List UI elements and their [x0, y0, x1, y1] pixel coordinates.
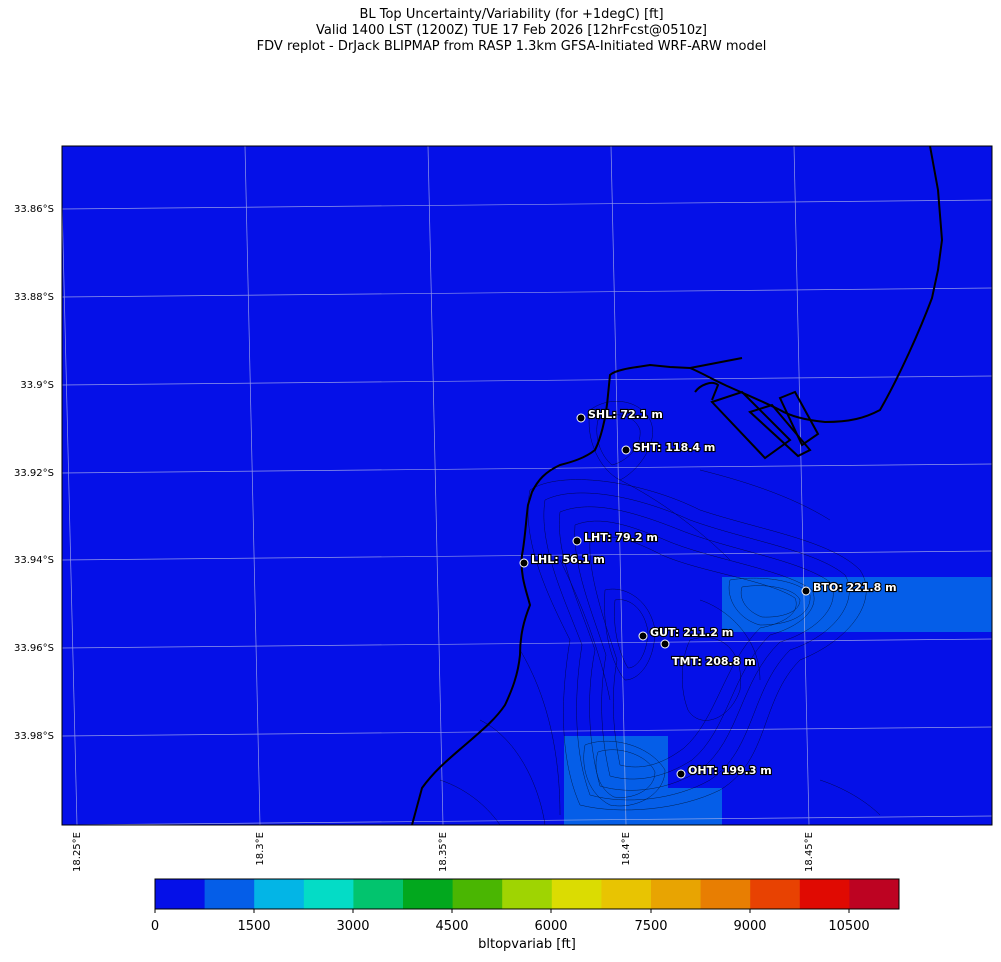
terrain-contours [439, 401, 881, 825]
colorbar-tick-label: 4500 [435, 919, 468, 934]
title-line-3: FDV replot - DrJack BLIPMAP from RASP 1.… [256, 39, 767, 54]
colorbar-tick-label: 7500 [634, 919, 667, 934]
coastline [411, 146, 944, 825]
colorbar-tick-label: 10500 [828, 919, 869, 934]
station-label-oht: OHT: 199.3 m [688, 764, 772, 777]
lon-label: 18.4°E [621, 832, 632, 866]
colorbar-tick-label: 6000 [534, 919, 567, 934]
colorbar-tick-label: 3000 [336, 919, 369, 934]
colorbar-swatch [799, 879, 850, 909]
colorbar-swatch [502, 879, 553, 909]
colorbar-swatch [601, 879, 652, 909]
colorbar-swatch [204, 879, 255, 909]
uncertainty-patch-oht [564, 736, 722, 825]
station-markers: SHL: 72.1 m SHT: 118.4 m LHT: 79.2 m LHL… [519, 407, 898, 779]
map-background [62, 146, 992, 825]
colorbar-tick-label: 9000 [733, 919, 766, 934]
lat-label: 33.86°S [14, 204, 54, 215]
lat-label: 33.9°S [20, 380, 54, 391]
lon-label: 18.3°E [255, 832, 266, 866]
station-label-sht: SHT: 118.4 m [633, 441, 715, 454]
title-line-1: BL Top Uncertainty/Variability (for +1de… [359, 7, 664, 22]
colorbar-swatch [700, 879, 751, 909]
colorbar-swatch [403, 879, 454, 909]
colorbar-tick-label: 0 [151, 919, 159, 934]
longitude-labels: 18.25°E 18.3°E 18.35°E 18.4°E 18.45°E [72, 832, 815, 872]
station-lhl[interactable]: LHL: 56.1 m [519, 552, 606, 568]
colorbar-swatch [452, 879, 503, 909]
station-shl[interactable]: SHL: 72.1 m [576, 407, 664, 423]
colorbar-swatch [303, 879, 354, 909]
lat-label: 33.92°S [14, 468, 54, 479]
chart-title-block: BL Top Uncertainty/Variability (for +1de… [0, 7, 1001, 55]
station-label-tmt: TMT: 208.8 m [672, 655, 756, 668]
station-label-lhl: LHL: 56.1 m [531, 553, 605, 566]
lat-label: 33.88°S [14, 292, 54, 303]
station-label-shl: SHL: 72.1 m [588, 408, 663, 421]
station-label-gut: GUT: 211.2 m [650, 626, 733, 639]
map-frame [61, 145, 993, 826]
colorbar-label: bltopvariab [ft] [478, 937, 576, 952]
colorbar-swatch [254, 879, 305, 909]
station-label-bto: BTO: 221.8 m [813, 581, 897, 594]
station-gut[interactable]: GUT: 211.2 m [638, 625, 734, 641]
colorbar-ticks [154, 909, 850, 913]
station-oht[interactable]: OHT: 199.3 m [676, 763, 773, 779]
lon-label: 18.45°E [804, 832, 815, 872]
colorbar-swatch [155, 879, 206, 909]
station-lht[interactable]: LHT: 79.2 m [572, 530, 659, 546]
colorbar-frame [154, 878, 900, 910]
lon-label: 18.35°E [438, 832, 449, 872]
lat-label: 33.96°S [14, 643, 54, 654]
station-sht[interactable]: SHT: 118.4 m [621, 440, 716, 455]
lat-label: 33.94°S [14, 555, 54, 566]
station-label-lht: LHT: 79.2 m [584, 531, 658, 544]
map-area: SHL: 72.1 m SHT: 118.4 m LHT: 79.2 m LHL… [62, 146, 992, 825]
station-bto[interactable]: BTO: 221.8 m [801, 580, 898, 596]
colorbar-tick-label: 1500 [237, 919, 270, 934]
graticule [62, 146, 992, 825]
lat-label: 33.98°S [14, 731, 54, 742]
colorbar-swatch [849, 879, 900, 909]
colorbar [155, 879, 900, 909]
latitude-labels: 33.86°S 33.88°S 33.9°S 33.92°S 33.94°S 3… [14, 204, 54, 742]
colorbar-swatch [651, 879, 702, 909]
colorbar-swatch [750, 879, 801, 909]
colorbar-swatch [551, 879, 602, 909]
title-line-2: Valid 1400 LST (1200Z) TUE 17 Feb 2026 [… [315, 23, 708, 38]
station-tmt[interactable]: TMT: 208.8 m [660, 639, 757, 669]
colorbar-swatch [353, 879, 404, 909]
colorbar-tick-labels: 0 1500 3000 4500 6000 7500 9000 10500 [151, 919, 870, 934]
lon-label: 18.25°E [72, 832, 83, 872]
